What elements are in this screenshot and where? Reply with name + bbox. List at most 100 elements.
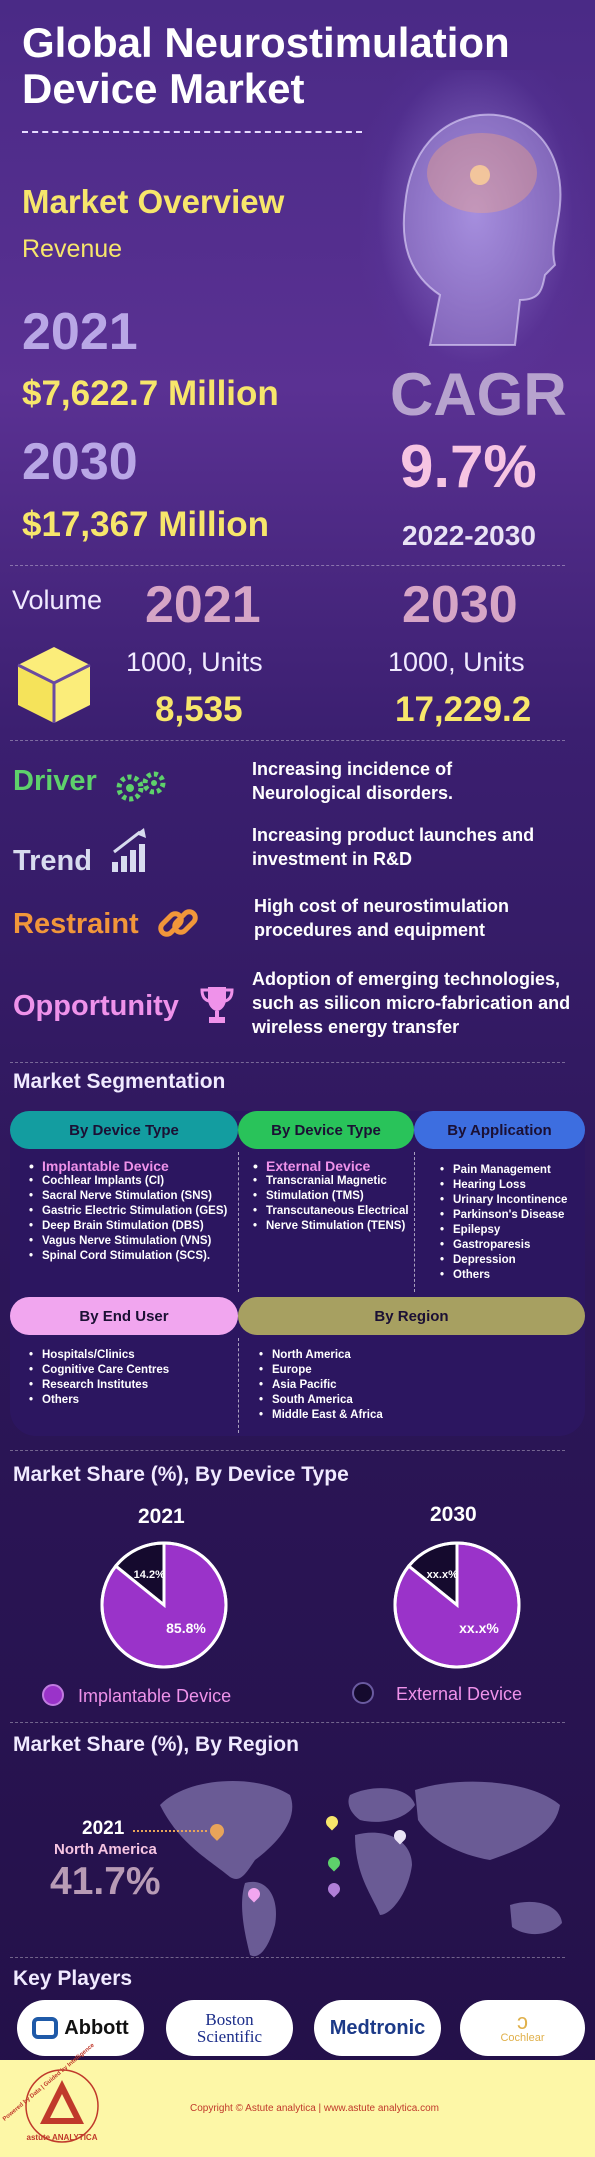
region-item: Middle East & Africa <box>256 1408 556 1423</box>
section-divider <box>10 1450 565 1451</box>
cochlear-logo: ↄ Cochlear <box>460 2000 585 2056</box>
share-region-heading: Market Share (%), By Region <box>13 1733 299 1756</box>
external-items: Transcranial MagneticStimulation (TMS)Tr… <box>250 1174 412 1234</box>
footer-copyright: Copyright © Astute analytica | www.astut… <box>190 2103 439 2114</box>
medtronic-logo-text: Medtronic <box>329 2016 426 2039</box>
end-user-list: Hospitals/ClinicsCognitive Care CentresR… <box>26 1348 236 1408</box>
seg-header-device-type-2: By Device Type <box>238 1111 414 1149</box>
application-item: Hearing Loss <box>437 1178 582 1193</box>
title-line-2: Device Market <box>22 65 305 112</box>
pie-chart-2030: xx.x% xx.x% <box>393 1541 521 1669</box>
cagr-label: CAGR <box>390 361 567 428</box>
region-items: North AmericaEuropeAsia PacificSouth Ame… <box>256 1348 556 1423</box>
share-year-2021: 2021 <box>138 1505 185 1528</box>
volume-unit-2021: 1000, Units <box>126 647 263 677</box>
abbott-mark-icon <box>32 2017 59 2039</box>
application-item: Pain Management <box>437 1163 582 1178</box>
growth-bars-icon <box>112 828 146 872</box>
key-players-heading: Key Players <box>13 1967 133 1990</box>
region-item: North America <box>256 1348 556 1363</box>
application-item: Urinary Incontinence <box>437 1193 582 1208</box>
restraint-label: Restraint <box>13 908 139 940</box>
overview-heading: Market Overview <box>22 183 285 220</box>
pie-outline <box>393 1541 521 1669</box>
external-item: Transcutaneous Electrical <box>250 1204 412 1219</box>
pie-label-implantable: xx.x% <box>459 1620 499 1636</box>
region-item: South America <box>256 1393 556 1408</box>
end-user-items: Hospitals/ClinicsCognitive Care CentresR… <box>26 1348 236 1408</box>
end-user-item: Hospitals/Clinics <box>26 1348 236 1363</box>
implantable-item: Sacral Nerve Stimulation (SNS) <box>26 1189 236 1204</box>
volume-value-2030: 17,229.2 <box>395 690 532 729</box>
share-device-heading: Market Share (%), By Device Type <box>13 1463 349 1486</box>
pie-outline <box>100 1541 228 1669</box>
seg-header-end-user: By End User <box>10 1297 238 1335</box>
segmentation-heading: Market Segmentation <box>13 1070 226 1093</box>
seg-header-device-type-1: By Device Type <box>10 1111 238 1149</box>
external-item: Transcranial Magnetic <box>250 1174 412 1189</box>
volume-value-2021: 8,535 <box>155 690 243 729</box>
section-divider <box>10 740 565 741</box>
pie-label-external: 14.2% <box>134 1569 165 1581</box>
volume-year-2021: 2021 <box>145 576 261 634</box>
opportunity-text-line: such as silicon micro-fabrication and <box>252 993 571 1013</box>
legend-label-implantable: Implantable Device <box>78 1686 232 1706</box>
brain-head-icon <box>402 113 562 346</box>
boston-scientific-logo: Boston Scientific <box>166 2000 293 2056</box>
world-map <box>160 1781 562 1957</box>
region-share-value: 41.7% <box>50 1860 161 1903</box>
region-year: 2021 <box>82 1818 125 1839</box>
external-item: Nerve Stimulation (TENS) <box>250 1219 412 1234</box>
implantable-subhead: • Implantable Device <box>29 1158 169 1174</box>
opportunity-text-line: wireless energy transfer <box>252 1017 460 1037</box>
external-subhead-text: External Device <box>266 1158 371 1174</box>
application-items: Pain ManagementHearing LossUrinary Incon… <box>437 1163 582 1283</box>
implantable-item: Spinal Cord Stimulation (SCS). <box>26 1249 236 1264</box>
pie-label-implantable: 85.8% <box>166 1620 206 1636</box>
volume-unit-2030: 1000, Units <box>388 647 525 677</box>
restraint-text-line: High cost of neurostimulation <box>254 896 509 916</box>
application-item: Gastroparesis <box>437 1238 582 1253</box>
seg-header-region: By Region <box>238 1297 585 1335</box>
implantable-items: Cochlear Implants (CI)Sacral Nerve Stimu… <box>26 1174 236 1264</box>
end-user-item: Cognitive Care Centres <box>26 1363 236 1378</box>
volume-year-2030: 2030 <box>402 576 518 634</box>
driver-label: Driver <box>13 765 97 797</box>
implantable-item: Gastric Electric Stimulation (GES) <box>26 1204 236 1219</box>
trend-label: Trend <box>13 845 92 877</box>
trend-text-line: investment in R&D <box>252 849 413 869</box>
section-divider <box>10 1062 565 1063</box>
driver-text: Increasing incidence of Neurological dis… <box>252 757 453 805</box>
restraint-text-line: procedures and equipment <box>254 920 486 940</box>
legend-swatch-external <box>352 1682 374 1704</box>
region-connector <box>133 1830 207 1832</box>
opportunity-text: Adoption of emerging technologies, such … <box>252 967 570 1039</box>
application-item: Depression <box>437 1253 582 1268</box>
chain-link-icon <box>158 909 198 937</box>
revenue-label: Revenue <box>22 235 123 263</box>
cochlear-mark-icon: ↄ <box>517 2009 528 2034</box>
external-subhead: • External Device <box>253 1158 371 1174</box>
gears-icon <box>116 771 166 802</box>
application-item: Parkinson's Disease <box>437 1208 582 1223</box>
implantable-item: Cochlear Implants (CI) <box>26 1174 236 1189</box>
medtronic-logo: Medtronic <box>314 2000 441 2056</box>
revenue-year-2021: 2021 <box>22 303 138 361</box>
pie-label-external: xx.x% <box>427 1569 458 1581</box>
title-line-1: Global Neurostimulation <box>22 19 510 66</box>
astute-analytica-logo <box>25 2069 99 2143</box>
driver-text-line: Neurological disorders. <box>252 783 454 803</box>
cagr-period: 2022-2030 <box>402 520 536 551</box>
cube-icon <box>17 647 91 723</box>
trend-text-line: Increasing product launches and <box>252 825 535 845</box>
trophy-icon <box>200 987 234 1023</box>
region-name: North America <box>54 1841 157 1858</box>
application-list: Pain ManagementHearing LossUrinary Incon… <box>437 1163 582 1283</box>
application-item: Others <box>437 1268 582 1283</box>
seg-divider <box>414 1152 415 1292</box>
revenue-year-2030: 2030 <box>22 433 138 491</box>
end-user-item: Others <box>26 1393 236 1408</box>
application-item: Epilepsy <box>437 1223 582 1238</box>
footer-brand: astute ANALYTICA <box>26 2133 98 2142</box>
